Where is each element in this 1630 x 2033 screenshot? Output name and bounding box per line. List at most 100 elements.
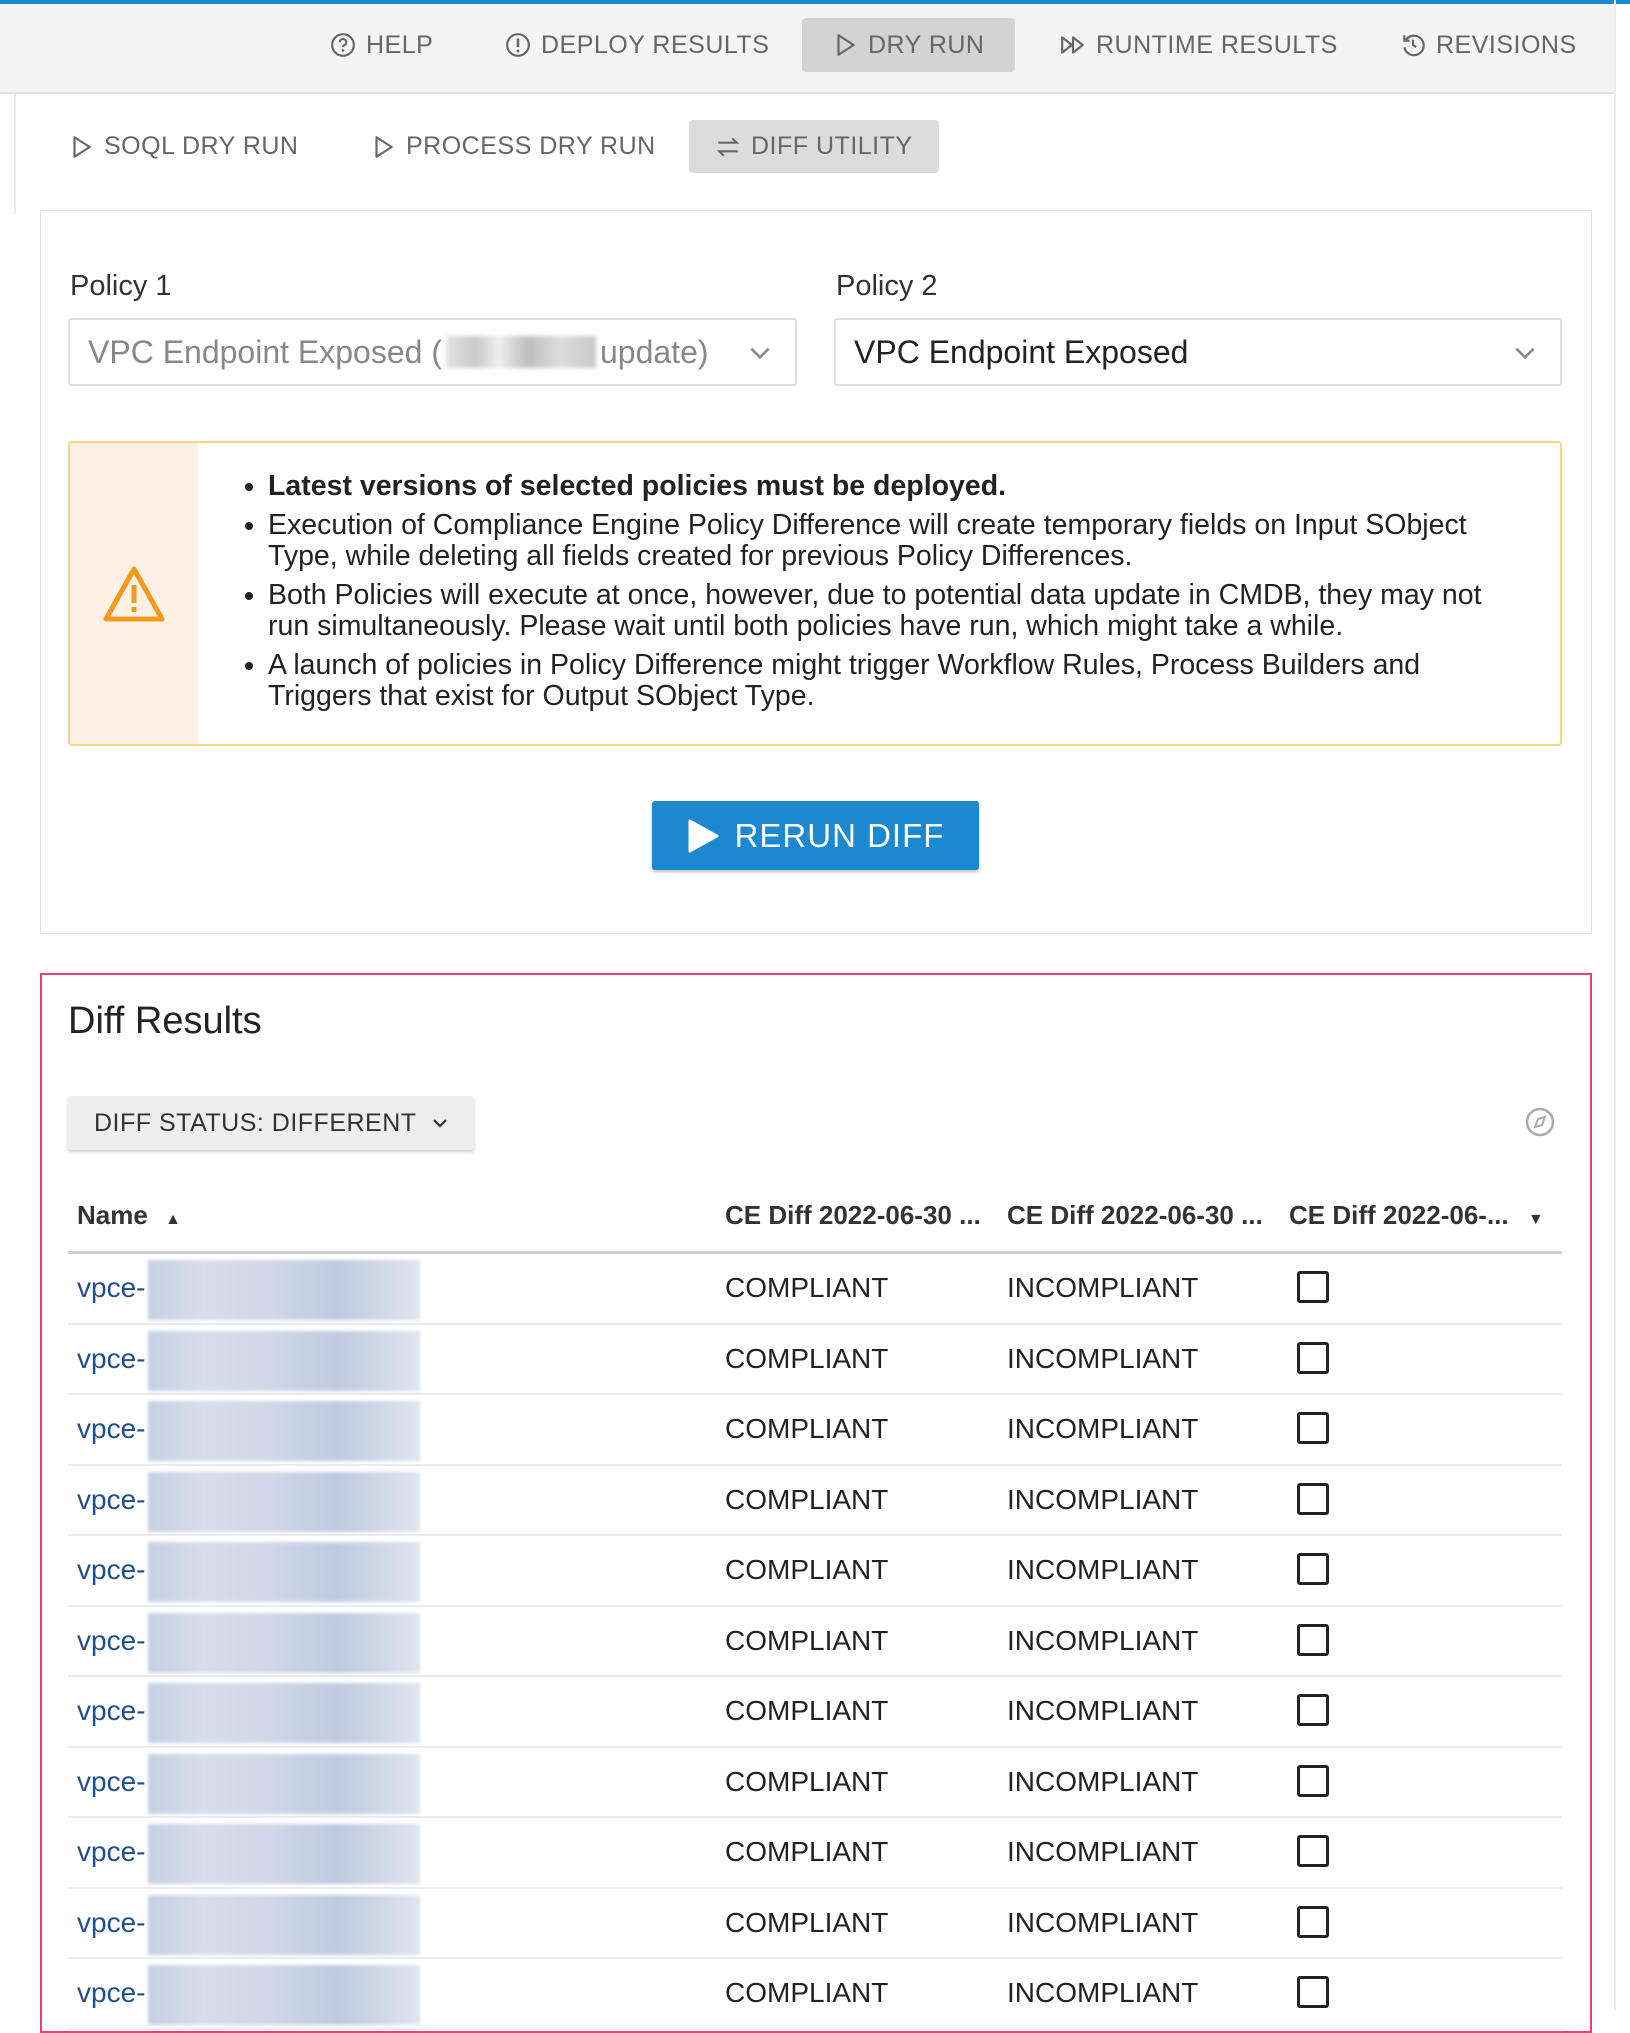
- table-row: vpce- COMPLIANT INCOMPLIANT: [68, 1395, 1562, 1466]
- row-name-link[interactable]: vpce-: [77, 1695, 146, 1726]
- diff-results-title: Diff Results: [68, 1000, 262, 1042]
- table-row: vpce- COMPLIANT INCOMPLIANT: [68, 1889, 1562, 1959]
- column-label: Name: [77, 1200, 148, 1230]
- table-row: vpce- COMPLIANT INCOMPLIANT: [68, 1325, 1562, 1395]
- table-row: vpce- COMPLIANT INCOMPLIANT: [68, 1748, 1562, 1818]
- top-accent-line: [0, 0, 1630, 4]
- row-name-link[interactable]: vpce-: [77, 1413, 146, 1444]
- row-name-link[interactable]: vpce-: [77, 1836, 146, 1867]
- nav-deploy-results[interactable]: DEPLOY RESULTS: [475, 18, 799, 72]
- compass-icon[interactable]: [1524, 1106, 1556, 1138]
- row-name-link[interactable]: vpce-: [77, 1272, 146, 1303]
- column-label: CE Diff 2022-06-...: [1289, 1200, 1509, 1230]
- table-row: vpce- COMPLIANT INCOMPLIANT: [68, 1607, 1562, 1677]
- rerun-diff-label: RERUN DIFF: [734, 816, 945, 854]
- diff1-status: COMPLIANT: [725, 1272, 889, 1303]
- diff-status-filter-button[interactable]: DIFF STATUS: DIFFERENT: [68, 1096, 474, 1150]
- column-menu-icon[interactable]: ▼: [1527, 1211, 1544, 1228]
- diff-checkbox[interactable]: [1297, 1412, 1329, 1444]
- diff-checkbox[interactable]: [1297, 1764, 1329, 1797]
- play-icon: [73, 135, 91, 158]
- diff-checkbox[interactable]: [1297, 1271, 1329, 1303]
- diff-checkbox[interactable]: [1297, 1905, 1329, 1938]
- nav-label: HELP: [366, 30, 434, 59]
- redacted-name: [148, 1612, 420, 1673]
- column-header-diff2[interactable]: CE Diff 2022-06-30 ...: [1007, 1200, 1263, 1230]
- diff-checkbox[interactable]: [1297, 1553, 1329, 1585]
- nav-label: REVISIONS: [1436, 30, 1577, 59]
- warning-item: Both Policies will execute at once, howe…: [268, 580, 1530, 642]
- alert-circle-icon: [506, 33, 530, 57]
- warning-triangle-icon: [103, 566, 165, 621]
- table-row: vpce- COMPLIANT INCOMPLIANT: [68, 1959, 1562, 2030]
- diff2-status: INCOMPLIANT: [1007, 1977, 1199, 2008]
- diff1-status: COMPLIANT: [725, 1413, 889, 1444]
- nav-label: RUNTIME RESULTS: [1096, 30, 1338, 59]
- redacted-name: [148, 1965, 420, 2025]
- nav-label: DRY RUN: [868, 30, 985, 59]
- column-header-name[interactable]: Name ▲: [77, 1200, 181, 1231]
- tab-soql-dry-run[interactable]: SOQL DRY RUN: [42, 120, 324, 173]
- diff2-status: INCOMPLIANT: [1007, 1413, 1199, 1444]
- tab-label: SOQL DRY RUN: [104, 132, 299, 160]
- column-header-diff3[interactable]: CE Diff 2022-06-... ▼: [1289, 1200, 1544, 1231]
- row-name-link[interactable]: vpce-: [77, 1554, 146, 1585]
- swap-icon: [716, 137, 740, 156]
- diff-checkbox[interactable]: [1297, 1341, 1329, 1374]
- tab-process-dry-run[interactable]: PROCESS DRY RUN: [344, 120, 682, 173]
- diff2-status: INCOMPLIANT: [1007, 1765, 1199, 1797]
- policy1-value-prefix: VPC Endpoint Exposed (: [88, 333, 442, 370]
- diff-checkbox[interactable]: [1297, 1623, 1329, 1656]
- nav-help[interactable]: HELP: [300, 18, 463, 72]
- tab-diff-utility[interactable]: DIFF UTILITY: [689, 120, 939, 173]
- column-header-diff1[interactable]: CE Diff 2022-06-30 ...: [725, 1200, 981, 1230]
- warning-item: A launch of policies in Policy Differenc…: [268, 650, 1530, 712]
- redacted-name: [148, 1471, 420, 1532]
- diff-checkbox[interactable]: [1297, 1835, 1329, 1867]
- row-name-link[interactable]: vpce-: [77, 1624, 146, 1656]
- play-icon: [837, 34, 855, 56]
- redacted-name: [148, 1753, 420, 1814]
- diff1-status: COMPLIANT: [725, 1624, 889, 1656]
- nav-dry-run[interactable]: DRY RUN: [802, 18, 1015, 72]
- play-icon: [688, 819, 719, 852]
- chevron-down-icon: [432, 1119, 447, 1128]
- redacted-name: [148, 1260, 420, 1320]
- row-name-link[interactable]: vpce-: [77, 1906, 146, 1938]
- row-name-link[interactable]: vpce-: [77, 1342, 146, 1374]
- row-name-link[interactable]: vpce-: [77, 1483, 146, 1515]
- diff1-status: COMPLIANT: [725, 1765, 889, 1797]
- warning-item: Execution of Compliance Engine Policy Di…: [268, 510, 1530, 572]
- diff2-status: INCOMPLIANT: [1007, 1342, 1199, 1374]
- row-name-link[interactable]: vpce-: [77, 1765, 146, 1797]
- redacted-name: [148, 1683, 420, 1743]
- diff-checkbox[interactable]: [1297, 1482, 1329, 1515]
- row-name-link[interactable]: vpce-: [77, 1977, 146, 2008]
- policy1-select[interactable]: VPC Endpoint Exposed (update): [68, 318, 797, 386]
- play-icon: [375, 135, 393, 158]
- warning-icon-area: [70, 443, 198, 744]
- table-row: vpce- COMPLIANT INCOMPLIANT: [68, 1677, 1562, 1748]
- chevron-down-icon: [1515, 347, 1535, 360]
- nav-runtime-results[interactable]: RUNTIME RESULTS: [1030, 18, 1368, 72]
- policy2-value: VPC Endpoint Exposed: [854, 333, 1189, 370]
- diff2-status: INCOMPLIANT: [1007, 1554, 1199, 1585]
- tab-label: PROCESS DRY RUN: [406, 132, 656, 160]
- diff-utility-panel: [40, 210, 1592, 934]
- scrollbar-track[interactable]: [1614, 0, 1616, 2010]
- rerun-diff-button[interactable]: RERUN DIFF: [652, 801, 979, 870]
- redacted-name: [148, 1330, 420, 1391]
- diff1-status: COMPLIANT: [725, 1695, 889, 1726]
- warning-list: Latest versions of selected policies mus…: [268, 471, 1530, 720]
- fast-forward-icon: [1061, 36, 1084, 54]
- nav-revisions[interactable]: REVISIONS: [1370, 18, 1607, 72]
- diff-checkbox[interactable]: [1297, 1694, 1329, 1726]
- policy2-select[interactable]: VPC Endpoint Exposed: [834, 318, 1562, 386]
- divider: [14, 94, 16, 214]
- diff2-status: INCOMPLIANT: [1007, 1624, 1199, 1656]
- diff2-status: INCOMPLIANT: [1007, 1695, 1199, 1726]
- diff-checkbox[interactable]: [1297, 1976, 1329, 2008]
- diff2-status: INCOMPLIANT: [1007, 1272, 1199, 1303]
- diff2-status: INCOMPLIANT: [1007, 1483, 1199, 1515]
- diff1-status: COMPLIANT: [725, 1836, 889, 1867]
